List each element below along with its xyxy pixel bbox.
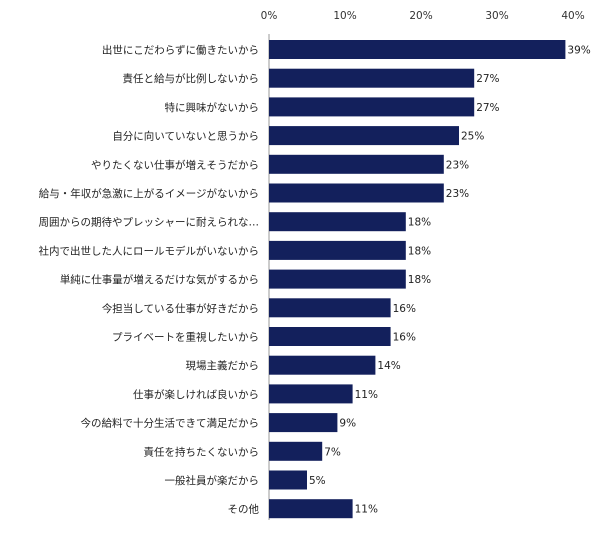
data-label: 14% [377,360,400,372]
category-label: 今の給料で十分生活できて満足だから [81,417,260,430]
data-label: 27% [476,73,499,85]
category-label: 責任と給与が比例しないから [123,72,260,85]
bar [269,154,444,174]
data-label: 11% [355,389,378,401]
data-label: 18% [408,245,431,257]
category-label: 単純に仕事量が増えるだけな気がするから [60,273,259,286]
data-label: 9% [339,418,356,430]
data-label: 5% [309,475,326,487]
category-label: やりたくない仕事が増えそうだから [91,158,259,171]
x-tick-label: 20% [409,10,432,22]
data-label: 11% [355,504,378,516]
x-tick-label: 30% [485,10,508,22]
data-label: 23% [446,188,469,200]
bar [269,327,391,346]
data-label: 18% [408,217,431,229]
category-label: 給与・年収が急激に上がるイメージがないから [39,187,259,200]
bar [269,413,338,433]
data-label: 23% [446,159,469,171]
bar [269,298,391,318]
bar [269,470,307,490]
category-label: 周囲からの期待やプレッシャーに耐えられな… [39,216,260,229]
data-label: 27% [476,102,499,114]
category-label: プライベートを重視したいから [112,331,259,344]
data-label: 25% [461,131,484,143]
bar [269,240,406,260]
bar [269,97,475,117]
category-label: 自分に向いていないと思うから [112,130,259,143]
category-labels: 出世にこだわらずに働きたいから責任と給与が比例しないから特に興味がないから自分に… [39,44,260,516]
bar [269,355,376,375]
category-label: 仕事が楽しければ良いから [133,388,259,401]
bar [269,441,323,461]
bar [269,40,566,59]
bar [269,269,406,289]
category-label: 特に興味がないから [165,101,260,114]
x-tick-label: 40% [561,10,584,22]
category-label: 出世にこだわらずに働きたいから [102,44,259,57]
x-tick-label: 0% [261,10,278,22]
bar [269,212,406,232]
category-label: 今担当している仕事が好きだから [102,302,259,315]
bar [269,183,444,203]
data-label: 18% [408,274,431,286]
value-labels: 39% 27% 27% 25% 23% 23% 18% 18% 18% 16% 16% 14% 11% 9… [309,45,591,516]
category-label: 一般社員が楽だから [165,474,260,487]
data-label: 39% [567,45,590,57]
bars-group [269,40,566,519]
category-label: 社内で出世した人にロールモデルがいないから [39,244,260,257]
category-label: 責任を持ちたくないから [144,445,260,458]
bar [269,499,353,519]
data-label: 7% [324,446,341,458]
category-label: その他 [228,503,260,516]
x-tick-label: 10% [333,10,356,22]
data-label: 16% [393,303,416,315]
x-axis-ticks: 0% 10% 20% 30% 40% [261,10,585,22]
bar [269,68,475,88]
bar [269,126,459,146]
bar [269,384,353,404]
category-label: 現場主義だから [186,359,260,372]
data-label: 16% [393,332,416,344]
